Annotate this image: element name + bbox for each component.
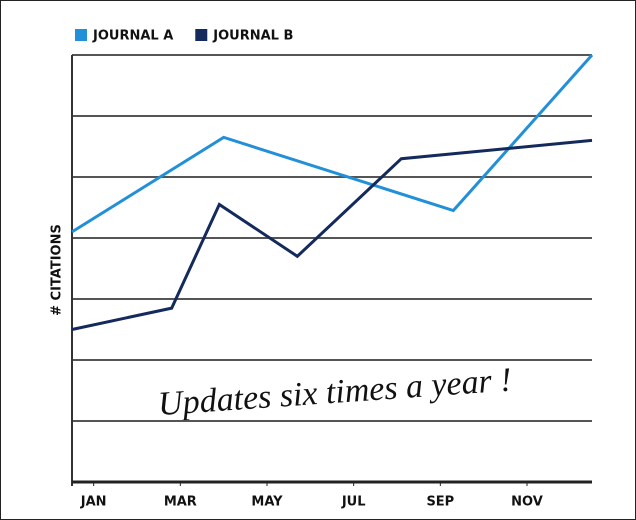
series-line bbox=[71, 138, 593, 331]
x-tick-label: SEP bbox=[426, 495, 454, 510]
x-tick-label: MAY bbox=[251, 495, 283, 510]
x-tick-label: JAN bbox=[80, 495, 107, 510]
x-tick-label: NOV bbox=[511, 495, 543, 510]
series-line bbox=[71, 54, 594, 234]
legend-label: JOURNAL A bbox=[92, 29, 173, 44]
legend-swatch bbox=[195, 29, 208, 41]
x-tick-label: JUL bbox=[341, 495, 366, 510]
y-axis-label: # CITATIONS bbox=[50, 224, 65, 316]
legend-label: JOURNAL B bbox=[212, 29, 293, 44]
legend-swatch bbox=[75, 29, 87, 41]
x-tick-label: MAR bbox=[164, 495, 197, 510]
